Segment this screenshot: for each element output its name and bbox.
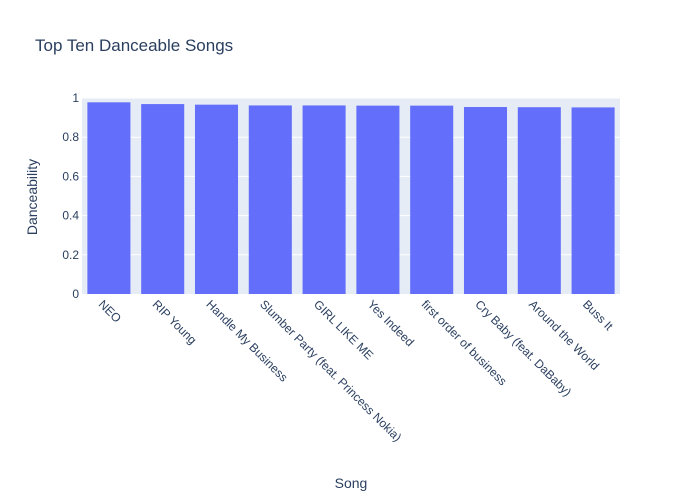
bar [141, 104, 185, 295]
y-tick-label: 0.2 [62, 248, 79, 262]
y-tick-label: 0.6 [62, 169, 79, 183]
bar [302, 105, 346, 294]
bar [410, 105, 454, 294]
bars [87, 102, 615, 295]
x-tick-label: Buss It [580, 297, 616, 333]
y-tick-label: 0.4 [62, 209, 79, 223]
y-axis-ticks: 0 0.2 0.4 0.6 0.8 1 [62, 91, 79, 301]
bar [571, 107, 615, 295]
y-tick-label: 0.8 [62, 130, 79, 144]
bar [194, 104, 239, 294]
bar [517, 107, 561, 294]
bar [463, 107, 508, 295]
bar [356, 105, 400, 294]
y-axis-title: Danceability [24, 159, 40, 235]
x-tick-label: Yes Indeed [365, 297, 417, 349]
x-tick-label: RIP Young [150, 297, 200, 347]
bar [87, 102, 131, 294]
y-tick-label: 1 [72, 91, 79, 105]
x-axis-title: Song [335, 475, 368, 491]
chart-title: Top Ten Danceable Songs [35, 36, 233, 55]
x-tick-label: Cry Baby (feat. DaBaby) [472, 297, 574, 399]
x-tick-label: NEO [96, 297, 124, 325]
y-tick-label: 0 [72, 287, 79, 301]
bar [248, 105, 292, 294]
